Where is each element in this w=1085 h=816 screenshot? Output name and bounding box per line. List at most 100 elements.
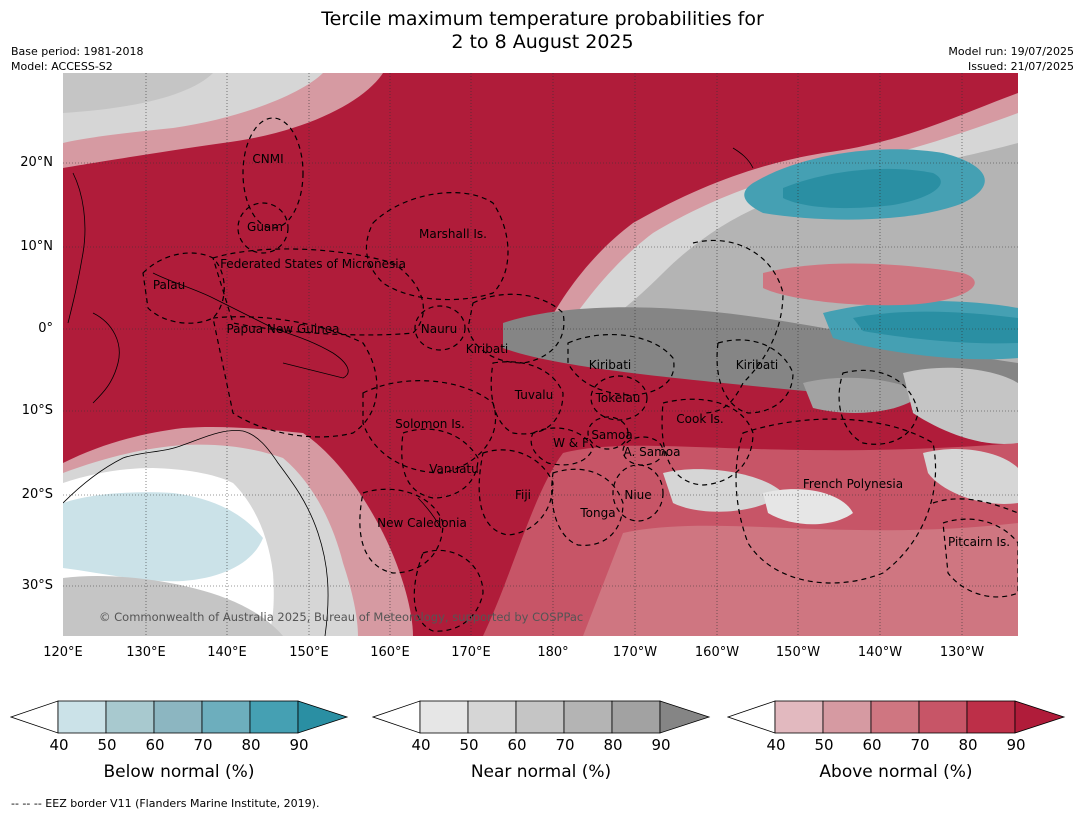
graticule bbox=[63, 73, 1018, 636]
eez-cnmi bbox=[242, 117, 304, 229]
eez-palau bbox=[142, 252, 225, 324]
label-png: Papua New Guinea bbox=[226, 322, 339, 336]
new-caledonia-coastline bbox=[417, 497, 442, 529]
colorbar-cell bbox=[611, 700, 661, 734]
label-vanuatu: Vanuatu bbox=[429, 462, 479, 476]
label-guam: Guam bbox=[247, 220, 283, 234]
eez-tokelau bbox=[590, 375, 648, 421]
lat-label-0: 0° bbox=[38, 321, 53, 336]
title-line-2: 2 to 8 August 2025 bbox=[451, 31, 634, 53]
eez-png bbox=[212, 316, 378, 438]
model-run: Model run: 19/07/2025 bbox=[948, 45, 1074, 58]
colorbar-cell bbox=[515, 700, 565, 734]
cb-near-tick-70: 70 bbox=[555, 736, 575, 754]
cb-below-tick-60: 60 bbox=[145, 736, 165, 754]
label-cnmi: CNMI bbox=[252, 152, 283, 166]
label-fsm: Federated States of Micronesia bbox=[220, 257, 406, 271]
eez-new-caledonia bbox=[359, 488, 444, 574]
colorbar-below-normal-cells bbox=[57, 700, 299, 734]
colorbar-near-normal-right-arrow bbox=[659, 700, 711, 734]
label-tokelau: Tokelau bbox=[595, 391, 641, 405]
title-line-1: Tercile maximum temperature probabilitie… bbox=[321, 8, 764, 30]
eez-norfolk bbox=[413, 549, 484, 632]
lon-label-160w: 160°W bbox=[694, 645, 740, 660]
lon-label-130e: 130°E bbox=[126, 645, 166, 660]
australia-south-grey bbox=[63, 576, 283, 636]
cb-below-tick-50: 50 bbox=[97, 736, 117, 754]
colorbar-cell bbox=[870, 700, 920, 734]
colorbar-near-normal-left-arrow bbox=[372, 700, 421, 734]
australia-coastline bbox=[63, 430, 329, 636]
eez-kiribati-central bbox=[567, 333, 675, 396]
colorbar-cell bbox=[419, 700, 469, 734]
colorbar-cell bbox=[249, 700, 299, 734]
lat-label-30s: 30°S bbox=[21, 578, 53, 593]
eez-marshall bbox=[365, 192, 509, 301]
lon-label-140w: 140°W bbox=[857, 645, 903, 660]
cb-below-tick-90: 90 bbox=[289, 736, 309, 754]
coastlines bbox=[63, 147, 754, 636]
eez-niue bbox=[612, 464, 664, 522]
lat-label-10n: 10°N bbox=[20, 239, 53, 254]
australia-below-normal bbox=[63, 492, 263, 582]
label-kiribati-west: Kiribati bbox=[466, 342, 508, 356]
label-marshall: Marshall Is. bbox=[419, 227, 487, 241]
colorbar-above-normal-label: Above normal (%) bbox=[819, 762, 973, 782]
colorbar-below-normal bbox=[10, 700, 349, 734]
label-new-caledonia: New Caledonia bbox=[377, 516, 467, 530]
label-tuvalu: Tuvalu bbox=[514, 388, 554, 402]
cb-above-tick-50: 50 bbox=[814, 736, 834, 754]
indonesia-coastline bbox=[92, 312, 120, 404]
lon-label-160e: 160°E bbox=[370, 645, 410, 660]
colorbar-cell bbox=[57, 700, 107, 734]
cb-above-tick-60: 60 bbox=[862, 736, 882, 754]
label-palau: Palau bbox=[153, 278, 185, 292]
cb-near-tick-80: 80 bbox=[603, 736, 623, 754]
cb-above-tick-80: 80 bbox=[958, 736, 978, 754]
lat-label-10s: 10°S bbox=[21, 403, 53, 418]
eez-tuvalu bbox=[490, 361, 564, 435]
eez-pitcairn bbox=[942, 518, 1018, 598]
below-normal-core-north bbox=[783, 168, 941, 209]
base-period: Base period: 1981-2018 bbox=[11, 45, 144, 58]
colorbar-cell bbox=[966, 700, 1016, 734]
label-samoa: Samoa bbox=[591, 428, 632, 442]
eez-marquesas bbox=[838, 369, 919, 445]
cb-above-tick-40: 40 bbox=[766, 736, 786, 754]
label-american-samoa: A. Samoa bbox=[624, 445, 681, 459]
eez-kiribati-east bbox=[716, 339, 794, 414]
eez-wallis-futuna bbox=[530, 427, 594, 466]
eez-fiji bbox=[478, 449, 554, 536]
colorbar-below-normal-right-arrow bbox=[297, 700, 349, 734]
near-normal-patch-5 bbox=[923, 448, 1018, 504]
label-pitcairn: Pitcairn Is. bbox=[948, 535, 1010, 549]
colorbar-above-normal bbox=[727, 700, 1066, 734]
label-wallis-futuna: W & F bbox=[553, 436, 589, 450]
label-cook: Cook Is. bbox=[676, 412, 723, 426]
label-fiji: Fiji bbox=[515, 488, 531, 502]
colorbar-above-normal-right-arrow bbox=[1014, 700, 1066, 734]
near-normal-patch-4 bbox=[763, 489, 853, 525]
meta-left: Base period: 1981-2018 Model: ACCESS-S2 bbox=[11, 44, 143, 74]
eez-tonga bbox=[551, 468, 624, 546]
label-kiribati-east: Kiribati bbox=[736, 358, 778, 372]
lon-label-120e: 120°E bbox=[43, 645, 83, 660]
issued-date: Issued: 21/07/2025 bbox=[967, 60, 1074, 73]
colorbar-cell bbox=[201, 700, 251, 734]
eez-solomon bbox=[362, 380, 497, 474]
label-nauru: Nauru bbox=[421, 322, 457, 336]
colorbar-near-normal-cells bbox=[419, 700, 661, 734]
colorbar-cell bbox=[822, 700, 872, 734]
eez-borders bbox=[142, 117, 1018, 632]
near-normal-patch-3 bbox=[663, 469, 783, 512]
label-solomon: Solomon Is. bbox=[395, 417, 465, 431]
cb-below-tick-70: 70 bbox=[193, 736, 213, 754]
cb-below-tick-80: 80 bbox=[241, 736, 261, 754]
equatorial-near-normal bbox=[503, 307, 1018, 403]
cb-near-tick-60: 60 bbox=[507, 736, 527, 754]
cb-near-tick-50: 50 bbox=[459, 736, 479, 754]
lon-label-170e: 170°E bbox=[451, 645, 491, 660]
model-name: Model: ACCESS-S2 bbox=[11, 60, 113, 73]
lon-label-150w: 150°W bbox=[775, 645, 821, 660]
cb-near-tick-40: 40 bbox=[411, 736, 431, 754]
